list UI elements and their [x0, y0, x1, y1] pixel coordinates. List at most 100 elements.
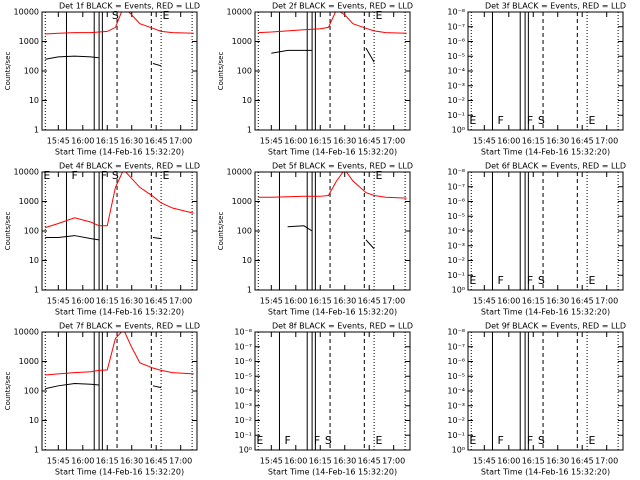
y-tick-label: 100	[24, 227, 39, 236]
y-axis-label: Counts/sec	[4, 372, 12, 411]
series-line	[287, 225, 313, 232]
x-axis-label: Start Time (14-Feb-16 15:32:20)	[55, 308, 184, 317]
y-tick-label: 10⁻²	[447, 256, 465, 265]
plot-frame	[254, 11, 411, 131]
event-letter: E	[589, 274, 596, 287]
event-letter: S	[112, 9, 119, 22]
x-tick-label: 16:15	[522, 297, 545, 306]
event-letter: S	[538, 114, 545, 127]
y-tick-label: 10⁻³	[234, 401, 252, 410]
x-tick-label: 15:45	[260, 297, 283, 306]
y-tick-label: 10⁻³	[447, 241, 465, 250]
y-tick-label: 10⁻⁵	[234, 372, 252, 381]
x-tick-label: 16:15	[96, 457, 119, 466]
y-tick-label: 100	[237, 67, 252, 76]
y-tick-label: 10000	[14, 168, 39, 177]
y-tick-label: 10⁻²	[447, 96, 465, 105]
event-letter: F	[101, 169, 107, 182]
y-tick-label: 10⁻²	[234, 416, 252, 425]
x-tick-label: 16:00	[284, 457, 307, 466]
event-letter: E	[469, 434, 476, 447]
x-tick-label: 16:00	[497, 137, 520, 146]
x-tick-label: 16:15	[309, 297, 332, 306]
y-tick-label: 1	[247, 126, 252, 135]
y-tick-label: 10	[29, 96, 39, 105]
event-letter: E	[256, 434, 263, 447]
y-tick-label: 10⁻¹	[447, 431, 465, 440]
chart-title: Det 2f BLACK = Events, RED = LLD	[272, 2, 413, 11]
plot-frame	[41, 11, 198, 131]
y-tick-label: 10000	[227, 168, 252, 177]
x-tick-label: 16:00	[284, 137, 307, 146]
x-tick-label: 17:00	[169, 297, 192, 306]
event-letter: F	[527, 114, 533, 127]
panel: Det 3f BLACK = Events, RED = LLD Start Ti…	[447, 2, 626, 157]
plot-frame	[467, 331, 624, 451]
chart-title: Det 4f BLACK = Events, RED = LLD	[59, 162, 200, 171]
event-letter: S	[112, 169, 119, 182]
y-tick-label: 1000	[232, 37, 252, 46]
panel: Det 6f BLACK = Events, RED = LLD Start Ti…	[447, 162, 626, 317]
event-letter: E	[589, 434, 596, 447]
chart-title: Det 7f BLACK = Events, RED = LLD	[59, 322, 200, 331]
x-axis-label: Start Time (14-Feb-16 15:32:20)	[481, 468, 610, 477]
y-axis-label: Counts/sec	[4, 212, 12, 251]
y-tick-label: 100	[24, 387, 39, 396]
series-line	[152, 62, 162, 67]
x-tick-label: 16:30	[546, 137, 569, 146]
y-tick-label: 1000	[19, 37, 39, 46]
y-tick-label: 1000	[19, 197, 39, 206]
x-tick-label: 16:30	[120, 137, 143, 146]
y-tick-label: 100	[237, 227, 252, 236]
series-line	[45, 172, 194, 229]
x-tick-label: 16:45	[145, 137, 168, 146]
x-tick-label: 16:15	[522, 137, 545, 146]
panel: Det 7f BLACK = Events, RED = LLD Start Ti…	[4, 322, 200, 477]
event-letter: E	[589, 114, 596, 127]
plot-frame	[41, 331, 198, 451]
x-tick-label: 16:15	[96, 137, 119, 146]
plot-frame	[254, 331, 411, 451]
x-tick-label: 17:00	[382, 297, 405, 306]
series-line	[45, 332, 194, 376]
x-tick-label: 15:45	[473, 137, 496, 146]
x-tick-label: 17:00	[169, 457, 192, 466]
y-axis-label: Counts/sec	[217, 212, 225, 251]
event-letter: E	[376, 434, 383, 447]
y-tick-label: 10⁻⁷	[234, 342, 252, 351]
plot-frame	[467, 11, 624, 131]
y-tick-label: 1000	[19, 357, 39, 366]
x-tick-label: 16:00	[497, 457, 520, 466]
x-tick-label: 17:00	[169, 137, 192, 146]
y-tick-label: 10⁻⁸	[447, 8, 465, 17]
x-tick-label: 16:00	[71, 457, 94, 466]
y-tick-label: 1000	[232, 197, 252, 206]
x-tick-label: 16:00	[284, 297, 307, 306]
y-tick-label: 10⁻⁴	[447, 67, 465, 76]
y-tick-label: 10⁰	[452, 286, 465, 295]
x-tick-label: 16:00	[497, 297, 520, 306]
x-axis-label: Start Time (14-Feb-16 15:32:20)	[481, 308, 610, 317]
x-tick-label: 15:45	[473, 457, 496, 466]
y-tick-label: 10	[29, 416, 39, 425]
x-tick-label: 16:45	[571, 137, 594, 146]
x-tick-label: 16:30	[546, 457, 569, 466]
event-letter: S	[538, 274, 545, 287]
x-tick-label: 16:30	[333, 137, 356, 146]
y-tick-label: 10⁻³	[447, 81, 465, 90]
y-tick-label: 10⁻¹	[447, 111, 465, 120]
x-tick-label: 17:00	[595, 457, 618, 466]
y-tick-label: 10000	[227, 8, 252, 17]
y-tick-label: 10⁻⁷	[447, 182, 465, 191]
x-tick-label: 16:30	[333, 457, 356, 466]
x-tick-label: 16:45	[358, 137, 381, 146]
y-tick-label: 1	[34, 286, 39, 295]
panel: Det 4f BLACK = Events, RED = LLD Start Ti…	[4, 162, 200, 317]
y-tick-label: 10⁻⁶	[447, 197, 465, 206]
y-tick-label: 10⁻³	[447, 401, 465, 410]
y-tick-label: 10⁻⁵	[447, 212, 465, 221]
y-tick-label: 10⁻⁶	[447, 37, 465, 46]
y-tick-label: 10⁻⁴	[234, 387, 252, 396]
y-tick-label: 10⁻⁶	[234, 357, 252, 366]
event-letter: E	[376, 9, 383, 22]
